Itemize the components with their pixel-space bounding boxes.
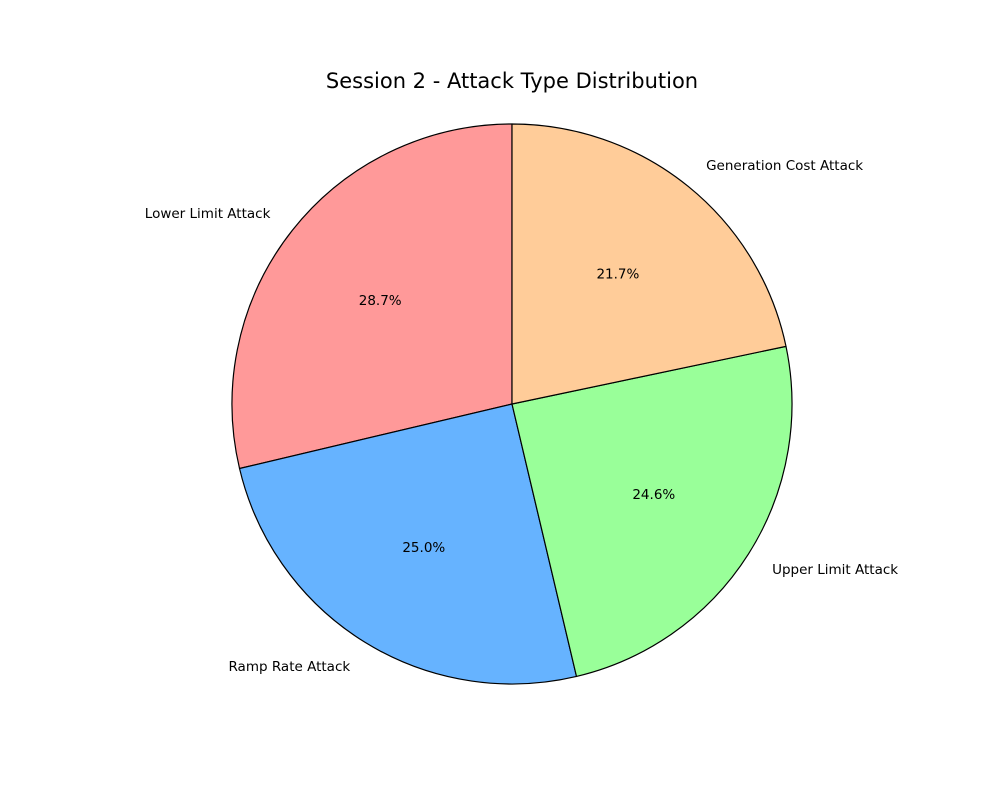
pie-slice-ramp-rate-attack <box>238 403 578 685</box>
pie-slice-generation-cost-attack <box>511 123 787 405</box>
pie-slice-lower-limit-attack <box>231 123 513 470</box>
pie-slices <box>231 123 793 685</box>
chart-title: Session 2 - Attack Type Distribution <box>326 69 698 93</box>
slice-label: Upper Limit Attack <box>772 562 898 578</box>
slice-percent-label: 21.7% <box>596 267 639 283</box>
slice-percent-label: 24.6% <box>632 487 675 503</box>
pie-labels: Lower Limit Attack 28.7% Ramp Rate Attack 2… <box>145 158 898 675</box>
slice-label: Generation Cost Attack <box>706 158 863 174</box>
slice-percent-label: 25.0% <box>402 540 445 556</box>
slice-label: Ramp Rate Attack <box>228 659 350 675</box>
slice-label: Lower Limit Attack <box>145 206 271 222</box>
pie-slice-upper-limit-attack <box>511 345 793 678</box>
slice-percent-label: 28.7% <box>359 293 402 309</box>
